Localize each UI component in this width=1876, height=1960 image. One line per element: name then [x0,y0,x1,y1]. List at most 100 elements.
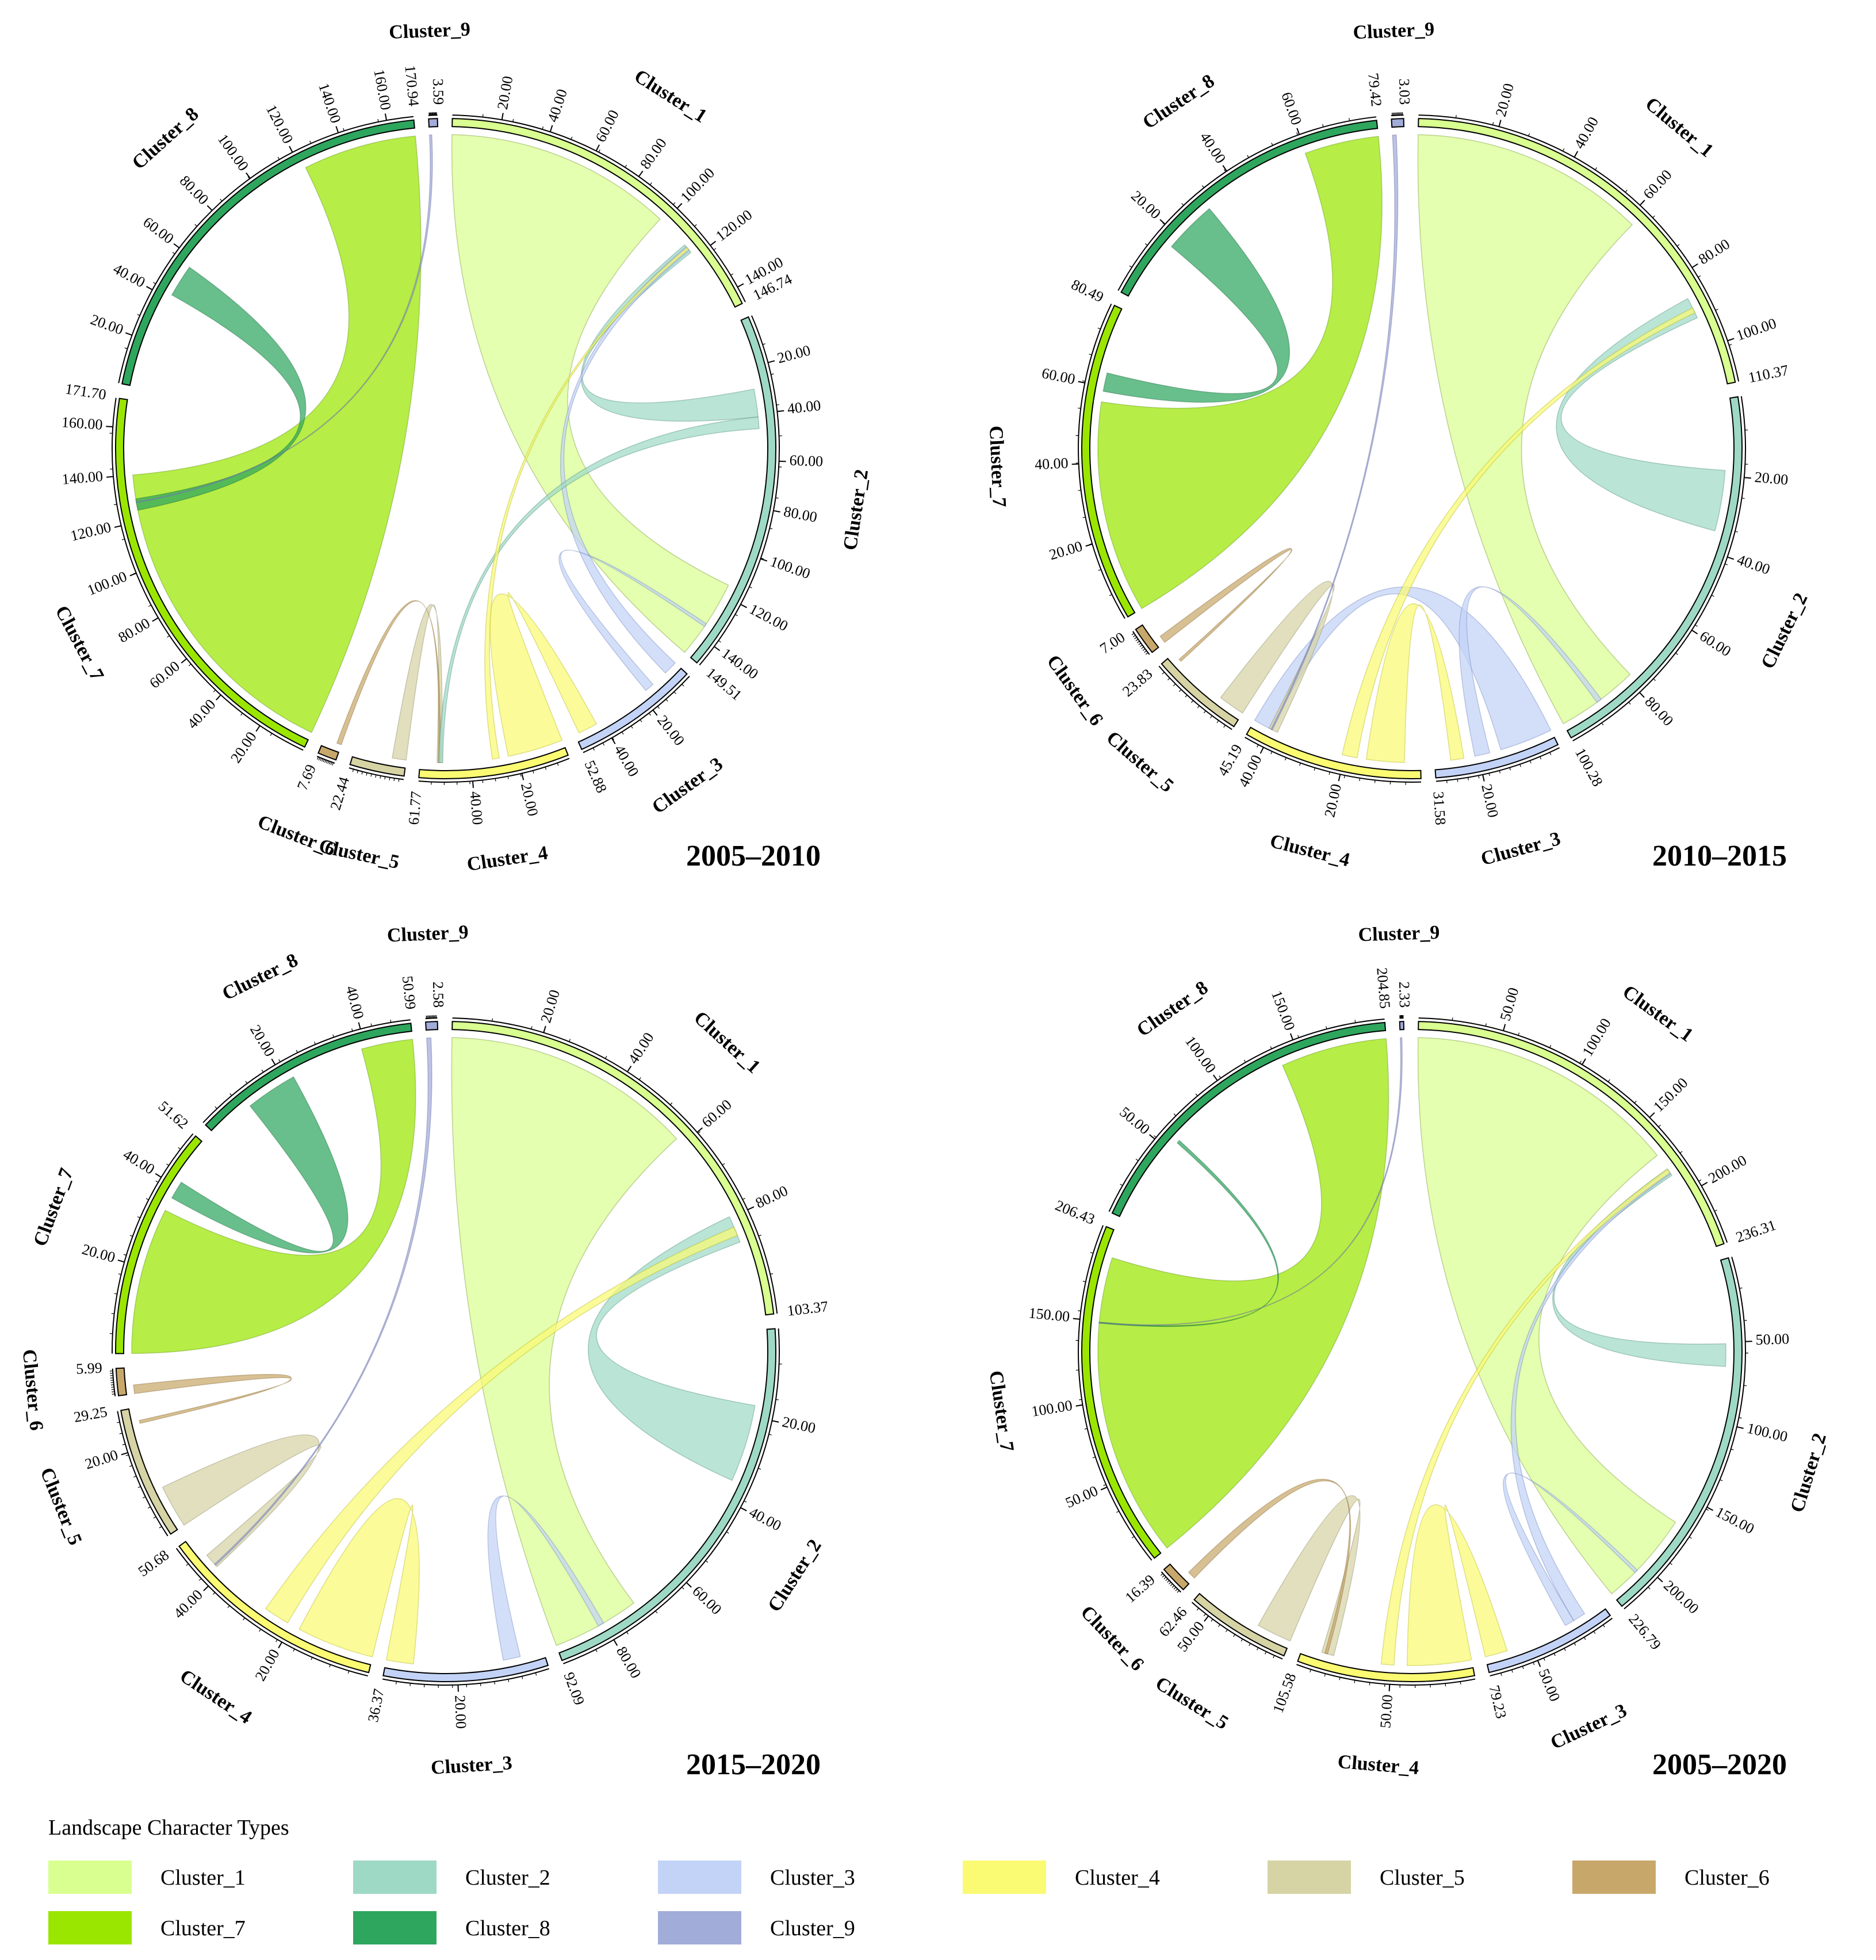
minor-tick [626,1631,629,1634]
tick-cluster-1 [1503,1024,1506,1031]
tick-label: 120.00 [263,102,297,146]
minor-tick [1343,775,1345,779]
tick-label: 40.00 [120,1146,158,1177]
minor-tick [1522,1666,1524,1670]
total-label-cluster-7: 80.49 [1069,276,1106,306]
tick-label: 80.00 [116,615,153,646]
tick-label: 20.00 [227,729,260,766]
tick-cluster-8 [1149,1134,1155,1140]
segment-label-cluster-9: Cluster_9 [389,19,471,43]
flow-cluster-4-to-cluster-3 [1365,603,1465,763]
tick-label: 20.00 [451,1695,469,1729]
minor-tick [726,1531,729,1534]
arc-cluster-4 [418,747,569,779]
minor-tick [324,760,327,763]
tick-label: 20.00 [1492,82,1517,118]
minor-tick [270,733,273,736]
legend-swatch-cluster-6 [1572,1861,1656,1894]
minor-tick [1082,1281,1086,1283]
flow-cluster-7-to-cluster-8 [1097,136,1383,610]
minor-tick [1310,1669,1311,1672]
total-label-cluster-1: 103.37 [786,1298,829,1319]
total-label-cluster-8: 204.85 [1373,967,1393,1009]
minor-tick [129,1235,133,1237]
minor-tick [1743,1385,1747,1387]
total-label-cluster-6: 5.99 [75,1360,102,1377]
minor-tick [1583,1637,1586,1640]
tick-label: 100.00 [768,553,813,582]
tick-cluster-8 [173,243,180,248]
tick-cluster-2 [740,603,747,608]
legend-swatch-cluster-2 [353,1861,437,1894]
tick-cluster-1 [543,1025,546,1033]
flow-cluster-7-to-cluster-8 [131,1039,416,1354]
minor-tick [1136,641,1140,644]
minor-tick [1132,635,1136,637]
segment-label-cluster-8: Cluster_8 [128,104,203,174]
legend-swatch-cluster-5 [1268,1861,1351,1894]
tick-label: 120.00 [69,519,113,545]
minor-tick [649,182,652,185]
flow-cluster-5-to-cluster-4 [162,1434,321,1568]
tick-label: 50.00 [1063,1482,1100,1511]
segment-label-cluster-9: Cluster_9 [386,921,469,946]
minor-tick [137,1486,141,1488]
segment-label-cluster-2: Cluster_2 [1786,1431,1831,1515]
minor-tick [188,664,192,667]
tick-label: 160.00 [370,68,394,112]
minor-tick [122,1444,125,1445]
tick-cluster-1 [1582,1058,1586,1065]
tick-cluster-8 [289,146,293,153]
minor-tick [1354,1680,1356,1683]
tick-label: 20.00 [1128,187,1164,223]
tick-cluster-7 [117,1260,125,1263]
minor-tick [1675,652,1678,655]
minor-tick [117,1422,120,1423]
minor-tick [1203,1613,1206,1617]
tick-cluster-1 [1727,338,1735,342]
arc-cluster-9 [1399,1021,1405,1031]
tick-cluster-5 [121,1452,128,1456]
arc-cluster-7 [1081,304,1136,618]
tick-label: 40.00 [184,696,219,732]
legend-title: Landscape Character Types [48,1816,289,1840]
minor-tick [1457,779,1458,782]
minor-tick [1706,1509,1709,1511]
minor-tick [1162,672,1165,675]
tick-cluster-4 [1338,774,1341,782]
minor-tick [1097,327,1101,330]
chord-flows [1097,134,1726,763]
legend-swatch-cluster-7 [48,1911,132,1944]
minor-tick [1078,489,1081,491]
total-label-cluster-2: 100.28 [1572,745,1606,790]
legend-label-cluster-8: Cluster_8 [465,1916,550,1940]
tick-cluster-3 [1482,774,1485,782]
total-label-cluster-3: 79.23 [1486,1683,1510,1720]
minor-tick [1658,1124,1661,1127]
arc-cluster-9 [1391,118,1405,128]
tick-label: 20.00 [247,1022,278,1059]
minor-tick [119,1433,122,1434]
tick-label: 60.00 [1040,365,1077,388]
minor-tick [1249,1643,1251,1647]
segment-label-cluster-6: Cluster_6 [1043,651,1108,730]
minor-tick [311,1657,313,1660]
minor-tick [1528,133,1530,136]
tick-cluster-4 [1259,747,1264,754]
minor-tick [1131,1536,1135,1538]
tick-label: 160.00 [61,414,103,433]
minor-tick [1634,1100,1637,1104]
tick-cluster-2 [1727,556,1735,560]
minor-tick [531,1026,533,1029]
flow-cluster-3-to-cluster-2 [1458,586,1602,757]
minor-tick [1103,1484,1107,1486]
legend-label-cluster-2: Cluster_2 [465,1866,550,1890]
total-label-cluster-4: 50.68 [135,1546,172,1580]
minor-tick [323,759,325,763]
minor-tick [332,762,334,765]
flow-cluster-2-to-cluster-1 [1552,1168,1726,1367]
tick-label: 50.00 [1116,1104,1153,1138]
minor-tick [1488,773,1490,776]
axis-cluster-5 [349,767,404,780]
minor-tick [1210,715,1213,718]
